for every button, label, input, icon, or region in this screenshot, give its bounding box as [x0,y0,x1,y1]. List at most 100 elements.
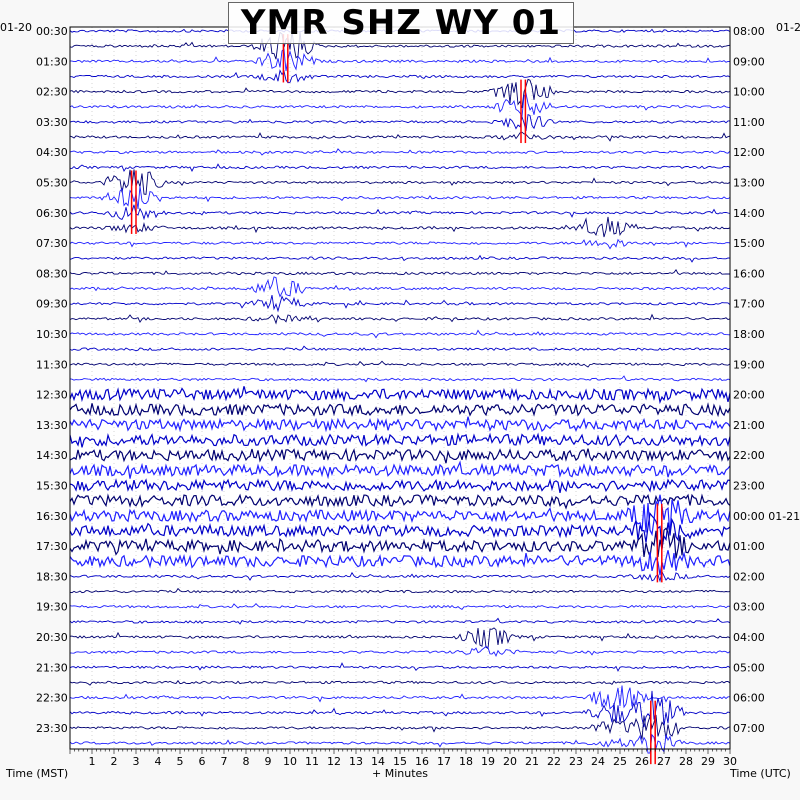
left-time-label: 04:30 [36,146,68,159]
right-time-label: 21:00 [733,419,765,432]
left-time-label: 16:30 [36,510,68,523]
x-tick-label: 21 [525,755,539,768]
x-tick-label: 4 [155,755,162,768]
seismic-trace [69,169,731,195]
x-tick-label: 22 [547,755,561,768]
left-time-label: 05:30 [36,176,68,189]
x-tick-label: 28 [679,755,693,768]
seismic-trace [69,48,731,72]
left-time-label: 19:30 [36,601,68,614]
seismic-trace [69,512,731,549]
left-axis-title: Time (MST) [5,767,68,780]
x-tick-label: 13 [349,755,363,768]
x-tick-label: 8 [243,755,250,768]
seismic-trace [69,31,731,60]
seismic-trace [69,527,731,559]
seismic-trace [69,617,731,625]
seismic-trace [69,294,731,313]
left-time-label: 11:30 [36,358,68,371]
seismic-trace [69,627,731,650]
seismic-trace [69,690,731,728]
left-time-label: 20:30 [36,631,68,644]
x-tick-label: 17 [437,755,451,768]
right-time-label: 17:00 [733,298,765,311]
seismic-trace [69,733,731,754]
left-time-label: 01:30 [36,55,68,68]
x-tick-label: 12 [327,755,341,768]
left-time-label: 02:30 [36,86,68,99]
x-tick-label: 11 [305,755,319,768]
left-time-label: 12:30 [36,389,68,402]
seismic-trace [69,550,731,576]
right-time-label: 19:00 [733,358,765,371]
seismic-trace [69,375,731,383]
seismic-trace [69,186,731,210]
right-time-label: 09:00 [733,55,765,68]
left-time-label: 17:30 [36,540,68,553]
right-time-label: 01:00 [733,540,765,553]
left-date-label: 01-20 [0,21,32,34]
x-tick-label: 30 [723,755,737,768]
seismic-trace [69,416,731,433]
tick-layer: 1 2 3 4 5 6 7 8 9 10 11 12 13 14 15 16 17 18 19 20 21 22 23 24 2… [69,749,737,768]
x-tick-label: 19 [481,755,495,768]
x-tick-label: 9 [265,755,272,768]
right-axis-title: Time (UTC) [729,767,791,780]
left-time-label: 09:30 [36,298,68,311]
seismic-trace [69,329,731,339]
seismic-trace [69,685,730,710]
seismic-trace [69,345,731,352]
right-time-label: 10:00 [733,86,765,99]
seismic-trace [69,113,730,132]
left-time-label: 22:30 [36,692,68,705]
seismic-trace [69,570,731,583]
x-tick-label: 16 [415,755,429,768]
left-time-label: 21:30 [36,661,68,674]
right-time-label: 04:00 [733,631,765,644]
right-time-label: 07:00 [733,722,765,735]
x-tick-label: 6 [199,755,206,768]
x-tick-label: 25 [613,755,627,768]
seismic-trace [69,276,731,298]
seismic-trace [69,478,731,494]
seismic-trace [69,493,731,510]
right-time-label: 13:00 [733,176,765,189]
x-tick-label: 26 [635,755,649,768]
x-tick-label: 14 [371,755,385,768]
seismic-trace [69,254,731,263]
right-time-label: 11:00 [733,116,765,129]
x-tick-label: 3 [133,755,140,768]
left-time-label: 15:30 [36,479,68,492]
x-tick-label: 10 [283,755,297,768]
right-time-label: 23:00 [733,479,765,492]
bottom-axis-title: + Minutes [372,767,428,780]
seismic-trace [70,69,731,84]
seismic-trace [69,216,731,238]
right-time-label: 05:00 [733,661,765,674]
left-time-label: 03:30 [36,116,68,129]
left-time-label: 18:30 [36,570,68,583]
right-time-label: 22:00 [733,449,765,462]
seismic-trace [69,494,731,537]
seismic-trace [69,447,731,464]
x-tick-label: 23 [569,755,583,768]
seismic-trace [69,163,731,173]
x-tick-label: 24 [591,755,605,768]
x-tick-label: 2 [111,755,118,768]
right-date-label: 01-20 [776,21,800,34]
x-tick-label: 15 [393,755,407,768]
seismic-trace [69,386,731,405]
left-time-label: 23:30 [36,722,68,735]
right-time-label: 14:00 [733,207,765,220]
seismic-trace [69,268,730,276]
right-time-label: 16:00 [733,267,765,280]
seismic-trace [69,148,731,156]
right-time-label: 15:00 [733,237,765,250]
seismic-trace [69,402,731,418]
x-tick-label: 27 [657,755,671,768]
right-time-label: 08:00 [733,25,765,38]
left-time-label: 08:30 [36,267,68,280]
left-time-label: 06:30 [36,207,68,220]
seismic-trace [69,360,731,368]
